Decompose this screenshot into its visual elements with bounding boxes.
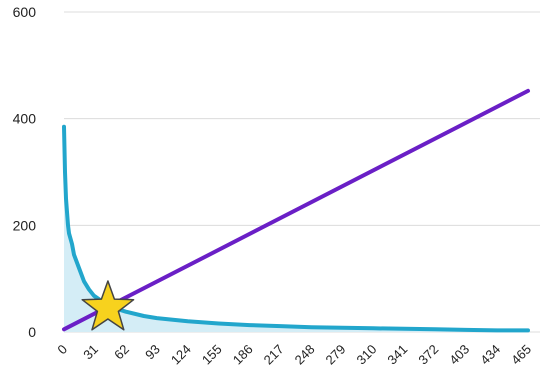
x-tick-label: 217 [261, 342, 287, 368]
series-line-decay [62, 124, 530, 333]
star-marker-icon [81, 280, 135, 331]
line-layer [62, 88, 530, 333]
y-tick-label: 0 [28, 324, 36, 340]
y-tick-label: 600 [13, 4, 37, 20]
x-tick-label: 124 [168, 342, 194, 368]
x-tick-label: 465 [508, 342, 534, 368]
y-tick-label: 400 [13, 111, 37, 127]
area-layer [64, 126, 528, 332]
x-tick-label: 279 [323, 342, 349, 368]
x-tick-label: 248 [292, 342, 318, 368]
x-tick-label: 186 [230, 342, 256, 368]
x-tick-label: 155 [199, 342, 225, 368]
grid-layer [64, 11, 540, 333]
marker-layer [81, 280, 135, 331]
series-area-fill [64, 126, 528, 332]
series-line-linear [62, 88, 530, 332]
x-tick-label: 62 [111, 342, 132, 363]
x-tick-label: 434 [477, 342, 503, 368]
x-axis-ticks: 0 31 62 93 124 155 186 217 248 279 310 341 372 403 434… [54, 342, 534, 368]
y-tick-label: 200 [13, 217, 37, 233]
x-tick-label: 372 [415, 342, 441, 368]
x-tick-label: 93 [142, 342, 163, 363]
x-tick-label: 341 [384, 342, 410, 368]
x-tick-label: 31 [80, 342, 101, 363]
x-tick-label: 403 [446, 342, 472, 368]
y-axis-ticks: 0 200 400 600 [13, 4, 37, 340]
x-tick-label: 310 [354, 342, 380, 368]
x-tick-label: 0 [54, 342, 70, 358]
